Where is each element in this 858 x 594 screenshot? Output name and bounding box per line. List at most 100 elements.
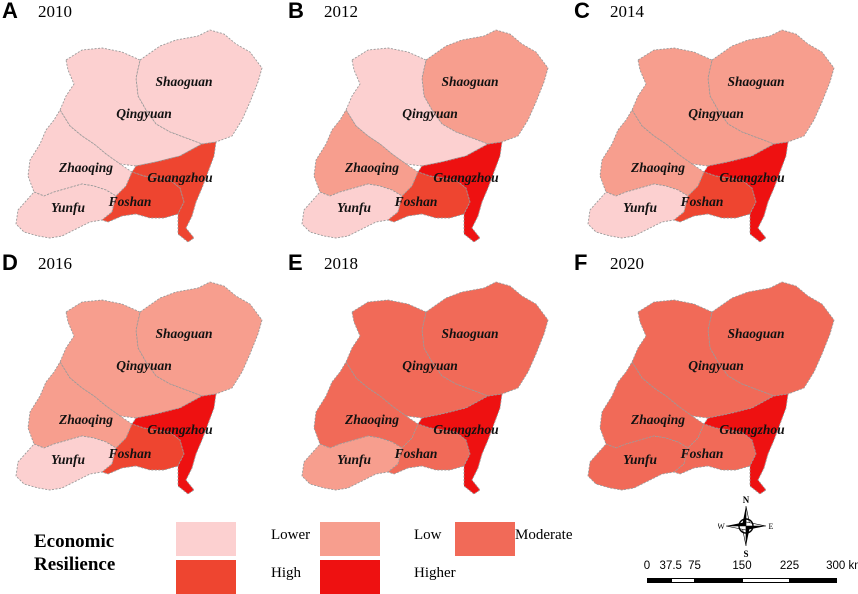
label-yunfu: Yunfu [51, 200, 86, 215]
region-guangzhou [703, 141, 789, 243]
legend-title: Economic Resilience [34, 530, 115, 576]
label-qingyuan: Qingyuan [116, 106, 172, 121]
label-qingyuan: Qingyuan [688, 358, 744, 373]
label-guangzhou: Guangzhou [433, 422, 499, 437]
label-foshan: Foshan [680, 194, 724, 209]
label-foshan: Foshan [394, 446, 438, 461]
scale-bar: 0 37.5 75 150 225 300 km [632, 560, 858, 594]
scale-tick: 37.5 [659, 560, 682, 572]
panel-letter: A [2, 0, 18, 23]
panel-year: 2014 [610, 2, 644, 21]
compass-e: E [769, 522, 774, 531]
map-panel-c: Shaoguan Qingyuan Zhaoqing Yunfu Guangzhou Fo… [572, 0, 858, 250]
panel-year: 2016 [38, 254, 72, 273]
region-foshan [387, 423, 471, 475]
label-shaoguan: Shaoguan [155, 74, 212, 89]
region-guangzhou [417, 141, 503, 243]
region-foshan [673, 171, 757, 223]
map-panel-f: Shaoguan Qingyuan Zhaoqing Yunfu Guangzhou Fo… [572, 250, 858, 502]
label-foshan: Foshan [108, 446, 152, 461]
legend-swatch-higher [320, 560, 380, 594]
scale-tick: 75 [688, 560, 701, 572]
map-svg: Shaoguan Qingyuan Zhaoqing Yunfu Guangzhou Fo… [587, 29, 835, 243]
label-zhaoqing: Zhaoqing [58, 412, 113, 427]
scale-tick: 225 [779, 560, 800, 572]
label-yunfu: Yunfu [623, 452, 658, 467]
label-guangzhou: Guangzhou [147, 422, 213, 437]
legend-label-higher: Higher [414, 565, 456, 581]
map-svg: Shaoguan Qingyuan Zhaoqing Yunfu Guangzhou Fo… [301, 281, 549, 495]
map-svg: Shaoguan Qingyuan Zhaoqing Yunfu Guangzhou Fo… [15, 29, 263, 243]
label-shaoguan: Shaoguan [441, 326, 498, 341]
label-zhaoqing: Zhaoqing [630, 412, 685, 427]
label-guangzhou: Guangzhou [719, 422, 785, 437]
region-guangzhou [417, 393, 503, 495]
scale-segment [647, 578, 671, 583]
legend-title-line2: Resilience [34, 554, 116, 575]
legend-swatch-low [320, 522, 380, 556]
label-foshan: Foshan [108, 194, 152, 209]
panel-letter: E [288, 250, 303, 275]
label-zhaoqing: Zhaoqing [344, 160, 399, 175]
label-qingyuan: Qingyuan [402, 106, 458, 121]
scale-tick: 0 [643, 560, 651, 572]
panel-year: 2020 [610, 254, 644, 273]
label-yunfu: Yunfu [337, 452, 372, 467]
label-foshan: Foshan [394, 194, 438, 209]
label-yunfu: Yunfu [337, 200, 372, 215]
panel-letter: D [2, 250, 18, 275]
legend-swatch-lower [176, 522, 236, 556]
label-qingyuan: Qingyuan [688, 106, 744, 121]
panel-year: 2018 [324, 254, 358, 273]
scale-segment [694, 578, 742, 583]
region-guangzhou [131, 141, 217, 243]
map-panel-b: Shaoguan Qingyuan Zhaoqing Yunfu Guangzhou Fo… [286, 0, 572, 250]
compass-w: W [718, 522, 725, 531]
region-foshan [101, 423, 185, 475]
label-foshan: Foshan [680, 446, 724, 461]
region-foshan [387, 171, 471, 223]
legend-label-lower: Lower [271, 527, 311, 543]
label-shaoguan: Shaoguan [441, 74, 498, 89]
scale-tick: 150 [732, 560, 752, 572]
legend-swatch-moderate [455, 522, 515, 556]
region-foshan [673, 423, 757, 475]
label-guangzhou: Guangzhou [719, 170, 785, 185]
region-guangzhou [131, 393, 217, 495]
panel-letter: C [574, 0, 590, 23]
panel-letter: B [288, 0, 304, 23]
label-yunfu: Yunfu [51, 452, 86, 467]
legend-label-moderate: Moderate [515, 527, 573, 543]
label-zhaoqing: Zhaoqing [58, 160, 113, 175]
label-guangzhou: Guangzhou [147, 170, 213, 185]
map-svg: Shaoguan Qingyuan Zhaoqing Yunfu Guangzhou Fo… [301, 29, 549, 243]
label-qingyuan: Qingyuan [116, 358, 172, 373]
legend-title-line1: Economic [34, 531, 115, 552]
region-guangzhou [703, 393, 789, 495]
scale-tick: 300 km [826, 560, 858, 572]
map-svg: Shaoguan Qingyuan Zhaoqing Yunfu Guangzhou Fo… [587, 281, 835, 495]
label-zhaoqing: Zhaoqing [630, 160, 685, 175]
label-qingyuan: Qingyuan [402, 358, 458, 373]
scale-segment [789, 578, 837, 583]
region-foshan [101, 171, 185, 223]
compass-n: N [743, 495, 750, 505]
label-guangzhou: Guangzhou [433, 170, 499, 185]
panel-year: 2012 [324, 2, 358, 21]
panel-year: 2010 [38, 2, 72, 21]
label-shaoguan: Shaoguan [155, 326, 212, 341]
panel-letter: F [574, 250, 588, 275]
label-yunfu: Yunfu [623, 200, 658, 215]
label-zhaoqing: Zhaoqing [344, 412, 399, 427]
scale-segment [670, 578, 695, 583]
legend-label-low: Low [414, 527, 442, 543]
map-panel-e: Shaoguan Qingyuan Zhaoqing Yunfu Guangzhou Fo… [286, 250, 572, 502]
compass-s: S [743, 549, 748, 558]
label-shaoguan: Shaoguan [727, 326, 784, 341]
label-shaoguan: Shaoguan [727, 74, 784, 89]
legend-label-high: High [271, 565, 301, 581]
map-panel-d: Shaoguan Qingyuan Zhaoqing Yunfu Guangzhou Fo… [0, 250, 286, 502]
map-panel-a: Shaoguan Qingyuan Zhaoqing Yunfu Guangzhou Fo… [0, 0, 286, 250]
scale-segment [742, 578, 790, 583]
